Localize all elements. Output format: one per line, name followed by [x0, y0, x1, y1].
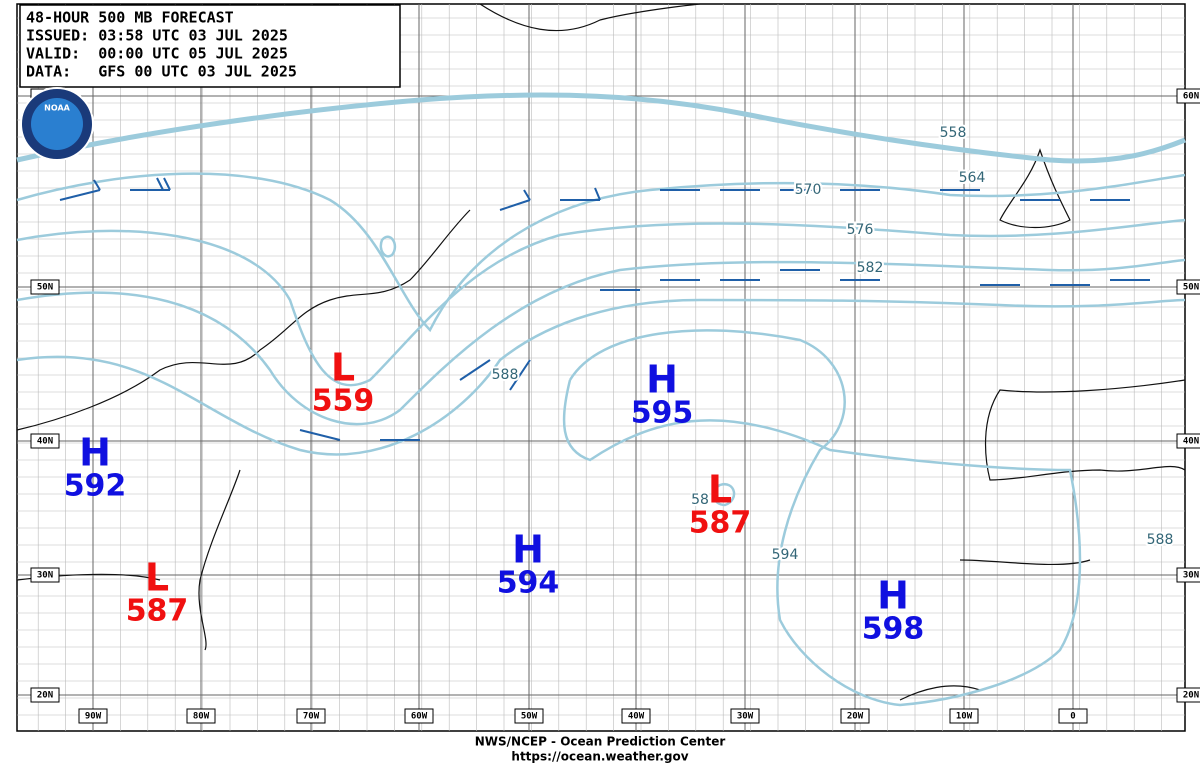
contour-label: 564 — [959, 170, 986, 186]
lat-label-box — [1176, 433, 1200, 449]
contour-label: 558 — [940, 125, 967, 141]
header-line: ISSUED: 03:58 UTC 03 JUL 2025 — [26, 27, 288, 45]
lat-label: 30N — [1183, 571, 1199, 581]
lon-label: 70W — [303, 712, 320, 722]
center-symbol: H — [512, 528, 544, 572]
lon-label: 20W — [847, 712, 864, 722]
center-symbol: H — [79, 431, 111, 475]
contour-label: 576 — [847, 222, 874, 238]
lat-label: 60N — [1183, 92, 1199, 102]
center-symbol: H — [646, 358, 678, 402]
lon-label-box — [186, 708, 216, 724]
lat-label-box — [1176, 567, 1200, 583]
lat-label-box — [30, 433, 60, 449]
header-box — [19, 4, 401, 88]
lon-label-box — [1058, 708, 1088, 724]
lon-label: 10W — [956, 712, 973, 722]
lon-label: 40W — [628, 712, 645, 722]
footer-line: NWS/NCEP - Ocean Prediction Center — [475, 735, 726, 749]
contour-label: 582 — [857, 260, 884, 276]
header-line: 48-HOUR 500 MB FORECAST — [26, 9, 234, 27]
center-value: 594 — [497, 566, 560, 601]
lat-label: 20N — [37, 691, 53, 701]
lon-label-box — [78, 708, 108, 724]
center-symbol: L — [708, 468, 732, 512]
lon-label: 80W — [193, 712, 210, 722]
center-value: 587 — [126, 594, 189, 629]
lon-label-box — [949, 708, 979, 724]
contour-label: 588 — [492, 367, 519, 383]
lat-label: 50N — [37, 283, 53, 293]
lat-label-box — [30, 567, 60, 583]
wind-barbs — [59, 177, 1150, 441]
lat-label-box — [1176, 88, 1200, 104]
lat-label: 40N — [1183, 437, 1199, 447]
lat-label: 50N — [1183, 283, 1199, 293]
lon-label-box — [404, 708, 434, 724]
lon-label-box — [514, 708, 544, 724]
lat-label-box — [30, 687, 60, 703]
center-value: 559 — [312, 384, 375, 419]
logo-inner — [31, 98, 83, 150]
lon-label: 30W — [737, 712, 754, 722]
center-value: 595 — [631, 396, 694, 431]
lat-label-box — [30, 279, 60, 295]
lon-label-box — [296, 708, 326, 724]
contour-label: 588 — [1147, 532, 1174, 548]
lat-label: 20N — [1183, 691, 1199, 701]
contour-label: 594 — [772, 547, 799, 563]
footer-line: https://ocean.weather.gov — [511, 750, 688, 764]
lat-label: 40N — [37, 437, 53, 447]
height-contours — [16, 92, 1186, 707]
center-symbol: L — [145, 556, 169, 600]
header-line: DATA: GFS 00 UTC 03 JUL 2025 — [26, 63, 297, 81]
center-value: 587 — [689, 506, 752, 541]
lon-label: 0 — [1070, 712, 1075, 722]
lat-label: 30N — [37, 571, 53, 581]
center-value: 598 — [862, 612, 925, 647]
center-symbol: L — [331, 346, 355, 390]
logo-text: NOAA — [44, 104, 70, 113]
lon-label: 50W — [521, 712, 538, 722]
lon-label-box — [621, 708, 651, 724]
lon-label: 90W — [85, 712, 102, 722]
lon-label: 60W — [411, 712, 428, 722]
map-frame — [16, 3, 1186, 732]
contour-label: 58 — [691, 492, 709, 508]
lon-label-box — [840, 708, 870, 724]
lat-label-box — [1176, 279, 1200, 295]
lon-label-box — [730, 708, 760, 724]
center-value: 592 — [64, 469, 127, 504]
header-line: VALID: 00:00 UTC 05 JUL 2025 — [26, 45, 288, 63]
coastlines — [16, 3, 1186, 701]
lat-label-box — [1176, 687, 1200, 703]
center-symbol: H — [877, 574, 909, 618]
contour-label: 570 — [795, 182, 822, 198]
